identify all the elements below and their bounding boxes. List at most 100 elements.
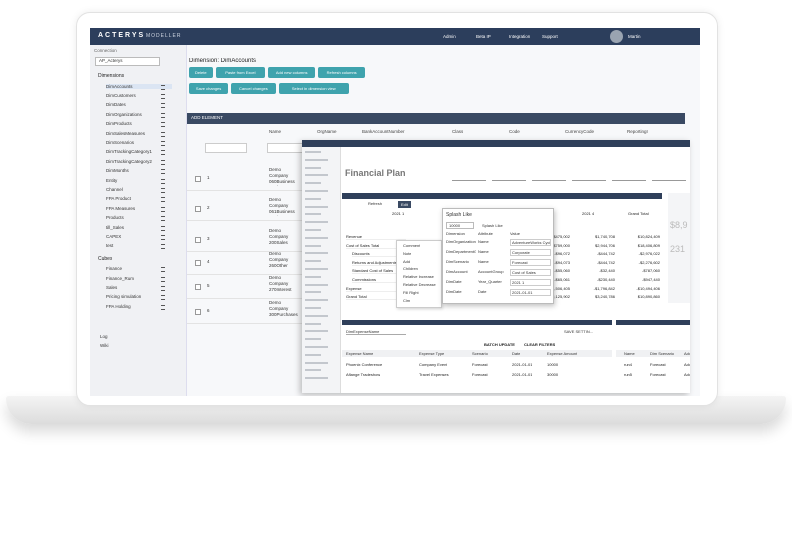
splash-cell: Year_Quarter <box>478 279 502 284</box>
tree-item[interactable]: DimScenarios <box>106 139 135 145</box>
row-name: Demo Company 300Purchases <box>269 300 298 317</box>
overlay-screen: Financial Plan Refresh Edit Revenue Cost of … <box>302 140 690 393</box>
tree-item[interactable]: Products <box>106 215 124 221</box>
tree-item[interactable]: DimAccounts <box>106 83 172 89</box>
row-checkbox[interactable] <box>195 260 201 266</box>
tree-item[interactable]: DimTrackingCategory2 <box>106 158 152 164</box>
splash-cell: Name <box>478 239 489 244</box>
column-header: OrgName <box>317 129 337 134</box>
grid-button[interactable]: BATCH UPDATE <box>484 342 515 347</box>
menu-item[interactable]: Note <box>403 250 412 256</box>
tree-item[interactable]: FPA Measures <box>106 205 136 211</box>
nav-stub <box>305 377 328 380</box>
row-name: Demo Company 060Business Bank Account <box>269 167 297 186</box>
menu-item[interactable]: Add <box>403 258 411 264</box>
row-checkbox[interactable] <box>195 176 201 182</box>
button[interactable]: Save changes <box>189 83 229 94</box>
tree-item[interactable]: DimProducts <box>106 121 132 127</box>
column-header: Name <box>269 129 282 134</box>
nav-item[interactable]: Integration <box>509 34 531 39</box>
splash-option[interactable]: Splash Like <box>482 223 503 228</box>
splash-cell: Date <box>478 289 487 294</box>
nav-item[interactable]: Beta IP <box>476 34 491 39</box>
menu-item[interactable]: Children <box>403 266 418 272</box>
row-checkbox[interactable] <box>195 284 201 290</box>
item-menu <box>161 187 165 193</box>
row-checkbox[interactable] <box>195 237 201 243</box>
tree-item[interactable]: test <box>106 243 114 249</box>
tree-item[interactable]: DimTrackingCategory1 <box>106 149 152 155</box>
nav-item[interactable]: Admin <box>443 34 456 39</box>
tree-item[interactable]: DimDates <box>106 102 126 108</box>
filter-input <box>205 143 247 153</box>
tree-item[interactable]: DimSalesMeasures <box>106 130 146 136</box>
pivot-cell: -$444,742 <box>596 251 615 257</box>
pivot-row: Discounts <box>352 251 412 258</box>
menu-item[interactable]: Fill Right <box>403 289 419 295</box>
tree-item[interactable]: Sales <box>106 285 118 290</box>
tree-item[interactable]: FPA Holding <box>106 303 131 309</box>
tree-item[interactable]: DimCustomers <box>106 92 136 98</box>
screen: ACTERYS MODELLER Admin Beta IP Integration Su… <box>90 28 700 396</box>
user-name[interactable]: Martin <box>628 34 641 39</box>
tree-item[interactable]: DimMonths <box>106 168 129 174</box>
tree-item[interactable]: till_Sales <box>106 224 125 230</box>
menu-item[interactable]: Relative Decrease <box>403 282 436 287</box>
button[interactable]: Refresh columns <box>318 67 366 78</box>
tree-section[interactable]: Dimensions <box>98 73 125 79</box>
button[interactable]: Select in dimension view <box>278 83 349 94</box>
tree-item[interactable]: Entity <box>106 177 118 183</box>
tree-item[interactable]: Pricing simulation <box>106 294 142 300</box>
tree-item[interactable]: DimOrganizations <box>106 111 142 117</box>
splash-input[interactable]: 10000 <box>446 222 474 229</box>
tree-item[interactable]: Channel <box>106 186 123 192</box>
button[interactable]: Cancel changes <box>231 83 276 94</box>
pivot-cell: $3,240,786 <box>594 294 615 300</box>
footer-link[interactable]: Log <box>100 334 108 339</box>
row-checkbox[interactable] <box>195 309 201 315</box>
tree-item[interactable]: Finance_Rum <box>106 275 135 281</box>
connection-select[interactable]: AP_Acterys <box>95 57 160 66</box>
nav-stub <box>305 260 321 263</box>
item-menu <box>161 197 165 203</box>
nav-stub <box>305 174 328 177</box>
item-menu <box>161 140 165 146</box>
row-index: 6 <box>207 308 210 313</box>
button[interactable]: Paste from Excel <box>215 67 266 78</box>
menu-item[interactable]: Comment <box>403 243 421 248</box>
menu-item[interactable]: Clm <box>403 297 411 303</box>
footer-link[interactable]: Wiki <box>100 343 109 348</box>
row-index: 2 <box>207 205 210 210</box>
nav-stub <box>305 229 321 231</box>
pivot-cell: -$55,060 <box>554 268 570 274</box>
item-menu <box>161 267 165 273</box>
side-cell: Adve <box>684 362 690 367</box>
tree-item[interactable]: FPA Product <box>106 196 131 202</box>
nav-item[interactable]: Support <box>542 34 558 39</box>
button[interactable]: Delete <box>189 67 213 78</box>
tree-section[interactable]: Cubes <box>98 255 113 262</box>
nav-stub <box>305 182 321 185</box>
pivot-cell: -$230,440 <box>596 277 615 282</box>
splash-title: Splash Like <box>446 212 472 218</box>
menu-item[interactable]: Relative Increase <box>403 274 434 280</box>
pivot-row: Revenue <box>346 234 406 240</box>
column-header: Code <box>509 129 520 134</box>
sidebar <box>90 45 187 396</box>
nav-stub <box>305 361 328 364</box>
tree-item[interactable]: Finance <box>106 266 123 272</box>
toolbar-button[interactable]: Refresh <box>368 201 383 206</box>
nav-stub <box>305 322 321 325</box>
side-col-header: Dim Scenario <box>650 351 675 356</box>
splash-cell: AdventureWorks Cycle <box>510 239 551 246</box>
toolbar-button[interactable]: Edit <box>398 201 411 208</box>
row-checkbox[interactable] <box>195 206 201 212</box>
grid-button[interactable]: CLEAR FILTERS <box>524 342 556 347</box>
save-settings[interactable]: SAVE SETTIN... <box>564 329 594 334</box>
grid-select[interactable]: DimExpenseName <box>346 329 406 335</box>
add-element[interactable]: ADD ELEMENT <box>191 115 224 120</box>
button[interactable]: Add new columns <box>268 67 316 78</box>
tree-item[interactable]: CAPEX <box>106 233 122 239</box>
item-menu <box>161 159 165 165</box>
